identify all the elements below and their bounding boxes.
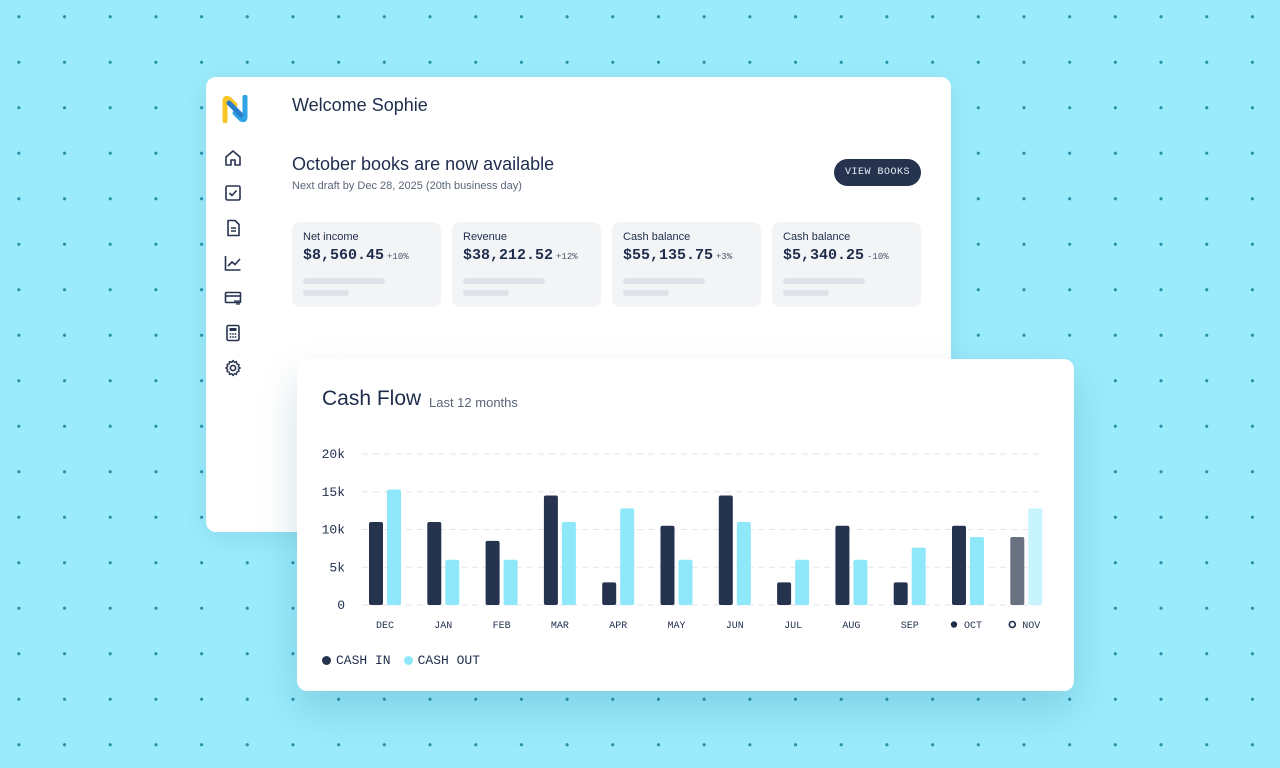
x-tick-label: JUL: [784, 621, 802, 632]
y-tick-label: 10k: [322, 523, 346, 538]
bar-cash-in-dec: [369, 521, 383, 605]
bar-cash-in-may: [660, 525, 675, 605]
cash-flow-subtitle: Last 12 months: [429, 395, 518, 410]
bar-cash-in-aug: [835, 525, 850, 605]
gear-icon[interactable]: [224, 359, 244, 379]
skeleton-line: [463, 290, 509, 296]
chart-legend: CASH IN CASH OUT: [322, 653, 493, 668]
metric-card-cash-balance-2[interactable]: Cash balance $5,340.25 -10%: [772, 222, 921, 307]
metric-card-change: +10%: [387, 252, 409, 262]
cash-flow-title: Cash Flow: [322, 387, 422, 410]
skeleton-line: [463, 278, 545, 284]
y-tick-label: 20k: [322, 447, 346, 462]
x-tick-label: APR: [609, 621, 627, 632]
x-tick-label: OCT: [964, 621, 982, 632]
bar-cash-out-mar: [561, 521, 576, 605]
skeleton-line: [783, 290, 829, 296]
logo-icon: [222, 94, 248, 124]
bar-cash-out-may: [678, 559, 693, 605]
books-title: October books are now available: [292, 154, 555, 174]
metric-card-value-wrap: $38,212.52 +12%: [463, 247, 578, 264]
metric-card-value: $8,560.45: [303, 247, 385, 264]
bar-cash-in-apr: [602, 582, 617, 605]
x-tick-label: AUG: [842, 621, 860, 632]
legend-item-cash-out[interactable]: CASH OUT: [403, 653, 481, 668]
cash-flow-chart: 20k 15k 10k 5k 0 DEC JAN FEB MAR APR MAY JUN JUL AUG S…: [322, 447, 1043, 632]
x-tick-label: JAN: [434, 621, 452, 632]
legend-swatch-cash-out: [403, 656, 413, 665]
skeleton-line: [303, 290, 349, 296]
metric-card-label: Revenue: [463, 231, 508, 243]
bar-cash-out-jan: [445, 559, 460, 605]
bar-cash-in-mar: [543, 495, 558, 605]
trend-chart-icon[interactable]: [224, 254, 244, 274]
welcome-heading: Welcome Sophie: [292, 95, 428, 115]
skeleton-line: [623, 290, 669, 296]
metric-cards: Net income $8,560.45 +10% Revenue $38,212…: [292, 222, 921, 307]
metric-card-value: $5,340.25: [783, 247, 865, 264]
legend-label: CASH IN: [336, 653, 391, 668]
y-tick-label: 5k: [329, 560, 345, 575]
x-tick-label: NOV: [1022, 621, 1040, 632]
metric-card-value-wrap: $8,560.45 +10%: [303, 247, 409, 264]
skeleton-line: [783, 278, 865, 284]
x-tick-label: MAY: [667, 621, 685, 632]
bar-cash-out-jul: [795, 559, 810, 605]
metric-card-value-wrap: $5,340.25 -10%: [783, 247, 889, 264]
metric-card-value: $38,212.52: [463, 247, 554, 264]
metric-card-change: -10%: [867, 252, 889, 262]
metric-card-label: Cash balance: [783, 231, 851, 243]
bar-cash-out-apr: [620, 508, 635, 605]
legend-label: CASH OUT: [417, 653, 481, 668]
metric-card-net-income[interactable]: Net income $8,560.45 +10%: [292, 222, 441, 307]
checkbox-icon[interactable]: [224, 184, 244, 204]
metric-card-change: +12%: [556, 252, 578, 262]
bar-cash-out-sep: [911, 547, 926, 605]
sidebar-nav: [224, 149, 246, 394]
bar-cash-out-nov: [1028, 508, 1043, 605]
bar-cash-out-dec: [387, 489, 401, 605]
skeleton-line: [623, 278, 705, 284]
x-tick-label: SEP: [901, 621, 919, 632]
books-subtitle: Next draft by Dec 28, 2025 (20th busines…: [292, 180, 522, 192]
current-month-marker: [950, 621, 958, 628]
bar-cash-in-nov: [1010, 537, 1025, 605]
metric-card-label: Net income: [303, 231, 359, 243]
bar-cash-in-jun: [718, 495, 733, 605]
bar-cash-out-oct: [970, 537, 984, 605]
projected-month-marker: [1008, 620, 1017, 629]
y-tick-label: 15k: [322, 485, 346, 500]
x-tick-label: DEC: [376, 621, 394, 632]
bar-cash-in-sep: [893, 582, 908, 605]
x-tick-label: FEB: [493, 621, 511, 632]
home-icon[interactable]: [224, 149, 244, 169]
bar-cash-out-feb: [503, 559, 518, 605]
legend-swatch-cash-in: [322, 656, 331, 665]
calculator-icon[interactable]: [224, 324, 244, 344]
metric-card-cash-balance[interactable]: Cash balance $55,135.75 +3%: [612, 222, 761, 307]
bar-cash-in-jan: [427, 521, 442, 605]
view-books-button[interactable]: VIEW BOOKS: [834, 159, 921, 186]
bar-cash-in-jul: [777, 582, 792, 605]
payments-icon[interactable]: [224, 289, 244, 309]
bar-cash-in-feb: [485, 540, 500, 605]
legend-item-cash-in[interactable]: CASH IN: [322, 653, 391, 668]
metric-card-value: $55,135.75: [623, 247, 714, 264]
bar-cash-in-oct: [952, 525, 966, 605]
skeleton-line: [303, 278, 385, 284]
bar-cash-out-aug: [853, 559, 868, 605]
metric-card-change: +3%: [716, 252, 733, 262]
bar-cash-out-jun: [736, 521, 751, 605]
cash-flow-panel: 20k 15k 10k 5k 0 DEC JAN FEB MAR APR MAY JUN JUL AUG S…: [297, 359, 1074, 691]
y-tick-label: 0: [337, 598, 345, 613]
x-tick-label: MAR: [551, 621, 569, 632]
metric-card-label: Cash balance: [623, 231, 691, 243]
metric-card-revenue[interactable]: Revenue $38,212.52 +12%: [452, 222, 601, 307]
x-tick-label: JUN: [726, 621, 744, 632]
metric-card-value-wrap: $55,135.75 +3%: [623, 247, 732, 264]
document-icon[interactable]: [224, 219, 244, 239]
